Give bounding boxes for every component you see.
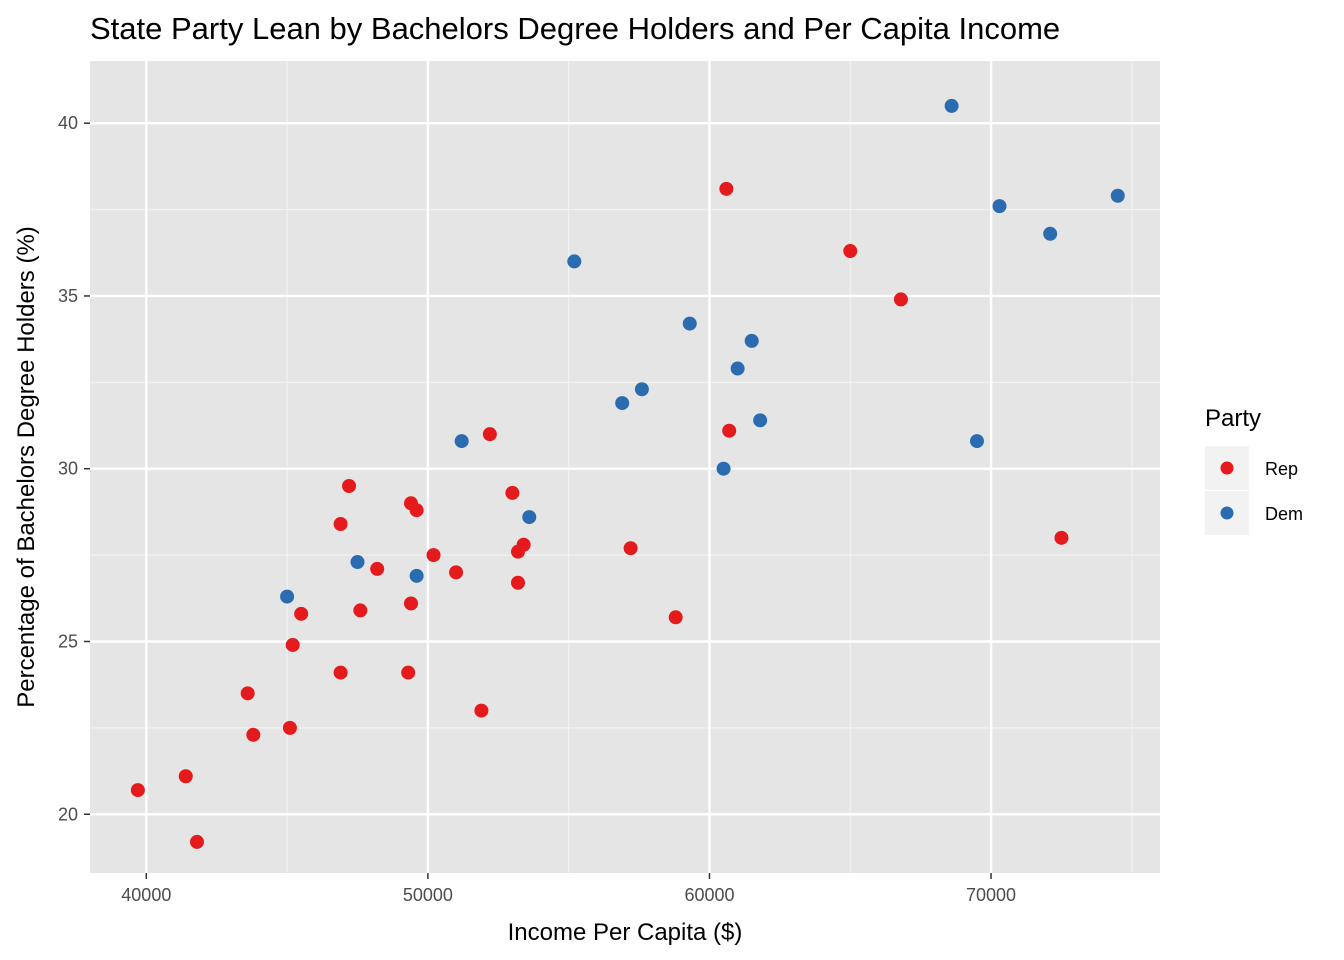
data-point-rep: [668, 610, 683, 625]
data-point-dem: [944, 98, 959, 113]
data-point-rep: [282, 720, 297, 735]
data-point-rep: [404, 596, 418, 611]
data-point-dem: [744, 333, 759, 348]
legend-label-rep: Rep: [1265, 459, 1298, 479]
data-point-rep: [511, 575, 525, 590]
data-point-rep: [719, 181, 734, 196]
legend-title: Party: [1205, 405, 1261, 432]
data-point-rep: [401, 665, 416, 680]
data-point-rep: [426, 548, 441, 563]
y-tick-label: 40: [58, 113, 78, 133]
data-point-rep: [130, 783, 145, 798]
data-point-dem: [969, 434, 984, 449]
legend-dot-rep: [1220, 461, 1234, 475]
data-point-dem: [615, 396, 630, 411]
data-point-rep: [342, 479, 357, 494]
legend: Party Rep Dem: [1205, 405, 1303, 535]
data-point-rep: [409, 503, 424, 518]
data-point-rep: [893, 292, 908, 307]
y-tick-label: 30: [58, 459, 78, 479]
data-point-rep: [474, 703, 489, 718]
y-tick-label: 20: [58, 804, 78, 824]
data-point-dem: [716, 461, 731, 476]
x-tick-label: 40000: [121, 885, 171, 905]
data-point-rep: [1054, 530, 1069, 545]
data-point-dem: [730, 361, 745, 376]
data-point-rep: [449, 565, 464, 580]
data-point-rep: [190, 834, 204, 849]
data-point-rep: [333, 517, 348, 532]
y-axis-ticks: 20 25 30 35 40: [58, 113, 90, 824]
data-point-rep: [722, 423, 737, 438]
data-point-rep: [178, 769, 193, 784]
legend-label-dem: Dem: [1265, 504, 1303, 524]
x-tick-label: 60000: [684, 885, 734, 905]
data-point-dem: [1110, 188, 1125, 203]
data-point-rep: [353, 603, 368, 618]
data-point-rep: [516, 537, 531, 552]
x-axis-ticks: 40000 50000 60000 70000: [121, 873, 1016, 905]
y-tick-label: 35: [58, 286, 78, 306]
data-point-rep: [240, 686, 255, 701]
x-tick-label: 70000: [966, 885, 1016, 905]
data-point-dem: [682, 316, 697, 331]
data-point-rep: [285, 637, 300, 652]
data-point-dem: [1043, 226, 1058, 241]
data-point-dem: [634, 382, 649, 397]
minor-gridlines: [90, 61, 1160, 873]
major-gridlines: [90, 61, 1160, 873]
data-point-dem: [350, 555, 365, 570]
data-point-dem: [522, 510, 537, 525]
x-tick-label: 50000: [403, 885, 453, 905]
data-points: [130, 98, 1125, 849]
y-axis-label: Percentage of Bachelors Degree Holders (…: [13, 226, 40, 708]
data-point-dem: [753, 413, 768, 428]
plot-panel: [90, 61, 1160, 873]
legend-dot-dem: [1220, 506, 1234, 520]
data-point-rep: [623, 541, 638, 556]
data-point-rep: [370, 561, 385, 576]
data-point-dem: [454, 434, 469, 449]
chart-title: State Party Lean by Bachelors Degree Hol…: [90, 11, 1060, 46]
data-point-rep: [294, 606, 309, 621]
data-point-dem: [409, 568, 424, 583]
x-axis-label: Income Per Capita ($): [508, 919, 743, 946]
y-tick-label: 25: [58, 631, 78, 651]
data-point-rep: [333, 665, 348, 680]
data-point-rep: [482, 427, 497, 442]
data-point-dem: [992, 199, 1007, 214]
data-point-dem: [280, 589, 295, 604]
data-point-rep: [246, 727, 261, 742]
data-point-rep: [505, 485, 520, 500]
data-point-dem: [567, 254, 582, 269]
data-point-rep: [843, 244, 858, 259]
